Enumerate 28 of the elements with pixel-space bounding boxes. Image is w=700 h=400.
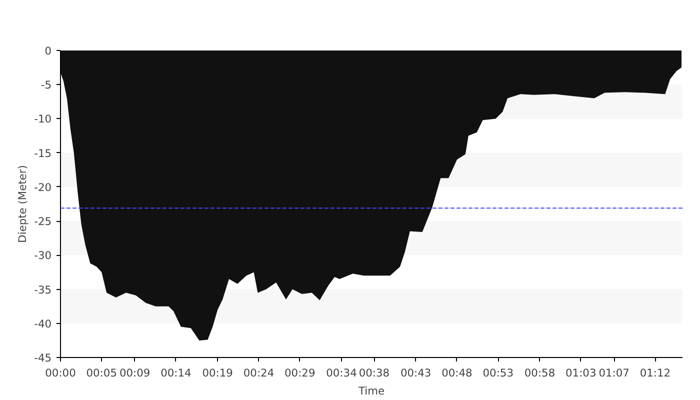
- y-tick-label: -10: [34, 112, 52, 126]
- y-tick-label: 0: [44, 44, 52, 58]
- x-tick-label: 00:05: [86, 366, 117, 380]
- x-tick-label: 01:03: [566, 366, 596, 380]
- y-tick-label: -30: [34, 249, 52, 262]
- x-tick-label: 01:12: [640, 366, 671, 380]
- x-tick-label: 00:09: [119, 366, 150, 380]
- x-tick-label: 00:29: [284, 366, 316, 380]
- x-tick-label: 00:14: [160, 366, 192, 380]
- x-tick-label: 00:00: [45, 366, 76, 380]
- x-tick-label: 00:48: [442, 366, 473, 380]
- x-tick-label: 00:43: [400, 366, 432, 380]
- x-tick-label: 00:58: [524, 366, 556, 380]
- x-tick-label: 01:07: [598, 366, 630, 380]
- y-axis-title: Diepte (Meter): [16, 165, 30, 243]
- y-tick-label: -20: [34, 180, 52, 194]
- y-tick-label: -5: [40, 78, 52, 92]
- x-tick-label: 00:53: [482, 366, 514, 380]
- x-tick-label: 00:34: [326, 366, 358, 380]
- x-tick-label: 00:38: [358, 366, 390, 380]
- y-tick-label: -35: [34, 283, 52, 296]
- x-tick-label: 00:19: [202, 366, 234, 380]
- x-axis-title: Time: [357, 384, 385, 398]
- y-tick-label: -25: [34, 215, 52, 228]
- x-tick-label: 00:24: [243, 366, 274, 380]
- y-tick-label: -15: [34, 146, 52, 160]
- y-tick-label: -40: [34, 317, 52, 330]
- y-tick-label: -45: [34, 352, 52, 364]
